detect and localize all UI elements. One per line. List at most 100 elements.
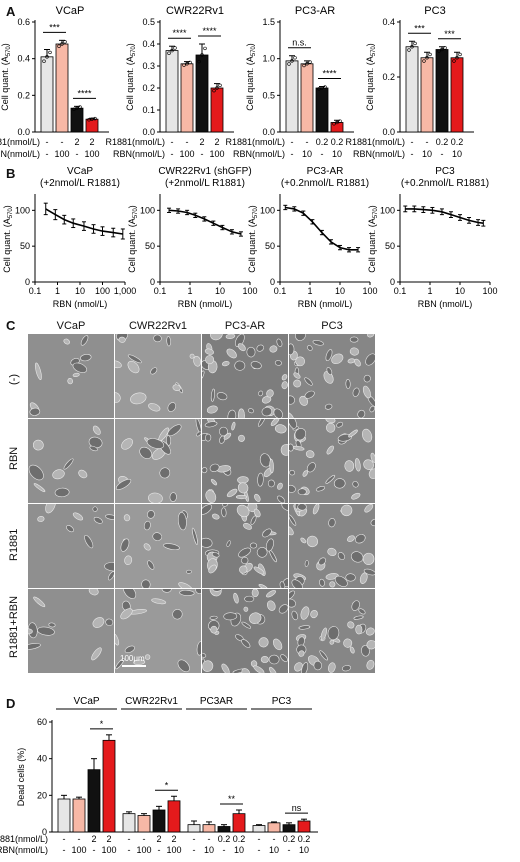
cell-shape <box>265 538 274 552</box>
cell-shape <box>353 615 364 620</box>
row1-value: - <box>426 137 429 147</box>
cell-shape <box>253 665 265 673</box>
cell-shape <box>115 658 125 670</box>
cell-shape <box>331 353 344 365</box>
micrograph-tile <box>28 334 114 418</box>
row1-value: 0.2 <box>233 834 246 844</box>
row2-value: - <box>93 845 96 855</box>
row2-value: 100 <box>209 149 224 159</box>
micrograph-tile <box>289 589 375 673</box>
bar-3 <box>102 739 116 833</box>
cell-shape <box>151 598 167 605</box>
cell-shape <box>349 336 359 343</box>
cell-shape <box>115 392 121 403</box>
y-tick-label: 40 <box>37 754 47 764</box>
row2-value: 100 <box>136 845 151 855</box>
data-point <box>425 56 429 60</box>
cell-shape <box>237 408 245 418</box>
data-point <box>308 60 312 64</box>
cell-shape <box>345 573 356 582</box>
cell-shape <box>177 511 187 531</box>
data-point <box>443 46 447 50</box>
cell-shape <box>210 478 218 486</box>
cell-shape <box>93 516 103 524</box>
cell-shape <box>172 609 183 620</box>
cell-shape <box>358 608 366 615</box>
chart-b-1: CWR22Rv1 (shGFP)(+2nmol/L R1881) Cell qua… <box>127 166 258 309</box>
x-tick-label: 1 <box>307 286 312 296</box>
cell-shape <box>167 402 177 412</box>
bar-3 <box>210 87 224 133</box>
data-point <box>437 49 441 53</box>
cell-shape <box>33 596 46 608</box>
data-point <box>290 59 294 63</box>
cell-shape <box>202 467 208 474</box>
cell-shape <box>325 419 336 424</box>
cell-shape <box>210 334 223 341</box>
cell-shape <box>202 652 207 658</box>
cell-shape <box>202 660 214 672</box>
row1-label: R1881(nmol/L) <box>0 137 40 147</box>
data-point <box>75 106 79 110</box>
row2-value: - <box>411 149 414 159</box>
bar-2 <box>152 809 166 833</box>
y-tick-label: 0.0 <box>382 127 395 137</box>
y-tick-label: 0 <box>390 277 395 287</box>
micrograph-texture <box>115 334 201 412</box>
y-axis-title: Cell quant. (A570) <box>0 43 12 111</box>
cell-shape <box>340 504 353 517</box>
cell-shape <box>281 381 288 390</box>
row2-value: - <box>223 845 226 855</box>
x-axis-title: RBN (nmol/L) <box>178 299 233 309</box>
cell-shape <box>295 334 306 341</box>
micrograph-tile <box>289 334 375 418</box>
data-point <box>93 116 97 121</box>
x-tick-label: 0.1 <box>394 286 407 296</box>
chart-a-1: CWR22Rv1 Cell quant. (A570) 0.0 0.1 0.2 0.3 0.… <box>105 5 234 159</box>
row2-value: - <box>258 845 261 855</box>
cell-shape <box>120 538 130 552</box>
cell-shape <box>147 492 163 503</box>
cell-shape <box>143 520 151 531</box>
cell-shape <box>269 549 277 563</box>
row-header: R1881 <box>8 528 20 561</box>
significance-label: **** <box>172 28 187 38</box>
data-point <box>413 41 417 46</box>
micrograph-texture <box>202 419 288 503</box>
data-point <box>167 51 171 55</box>
significance-label: *** <box>414 23 425 33</box>
cell-shape <box>350 551 364 563</box>
x-tick-label: 1 <box>427 286 432 296</box>
micrograph-tile <box>28 589 114 673</box>
cell-shape <box>324 403 333 410</box>
row1-value: - <box>171 137 174 147</box>
cell-shape <box>196 641 201 656</box>
bar-1 <box>180 63 194 133</box>
cell-shape <box>127 354 142 364</box>
cell-shape <box>146 510 155 519</box>
cell-shape <box>236 504 250 518</box>
cell-shape <box>241 556 249 565</box>
group-title: PC3AR <box>200 696 233 707</box>
cell-shape <box>67 378 73 385</box>
cell-shape <box>152 532 163 541</box>
cell-shape <box>270 419 280 426</box>
cell-shape <box>150 367 158 375</box>
cell-shape <box>318 557 327 566</box>
row1-value: - <box>63 834 66 844</box>
cell-shape <box>120 608 133 620</box>
significance-label: ns <box>292 803 302 813</box>
bar-1 <box>420 57 434 133</box>
x-tick-label: 10 <box>455 286 465 296</box>
cell-shape <box>289 514 297 526</box>
cell-shape <box>348 429 358 438</box>
y-tick-label: 0 <box>25 277 30 287</box>
x-tick-label: 100 <box>482 286 497 296</box>
cell-shape <box>294 662 303 672</box>
cell-shape <box>327 626 340 641</box>
row2-value: 10 <box>452 149 462 159</box>
cell-shape <box>345 379 351 389</box>
cell-shape <box>237 343 246 352</box>
panel-d-dead-cells-chart: Dead cells (%) 0 20 40 60 R1881(nmol/L)RBN(nm… <box>0 696 318 855</box>
cell-shape <box>202 537 213 548</box>
